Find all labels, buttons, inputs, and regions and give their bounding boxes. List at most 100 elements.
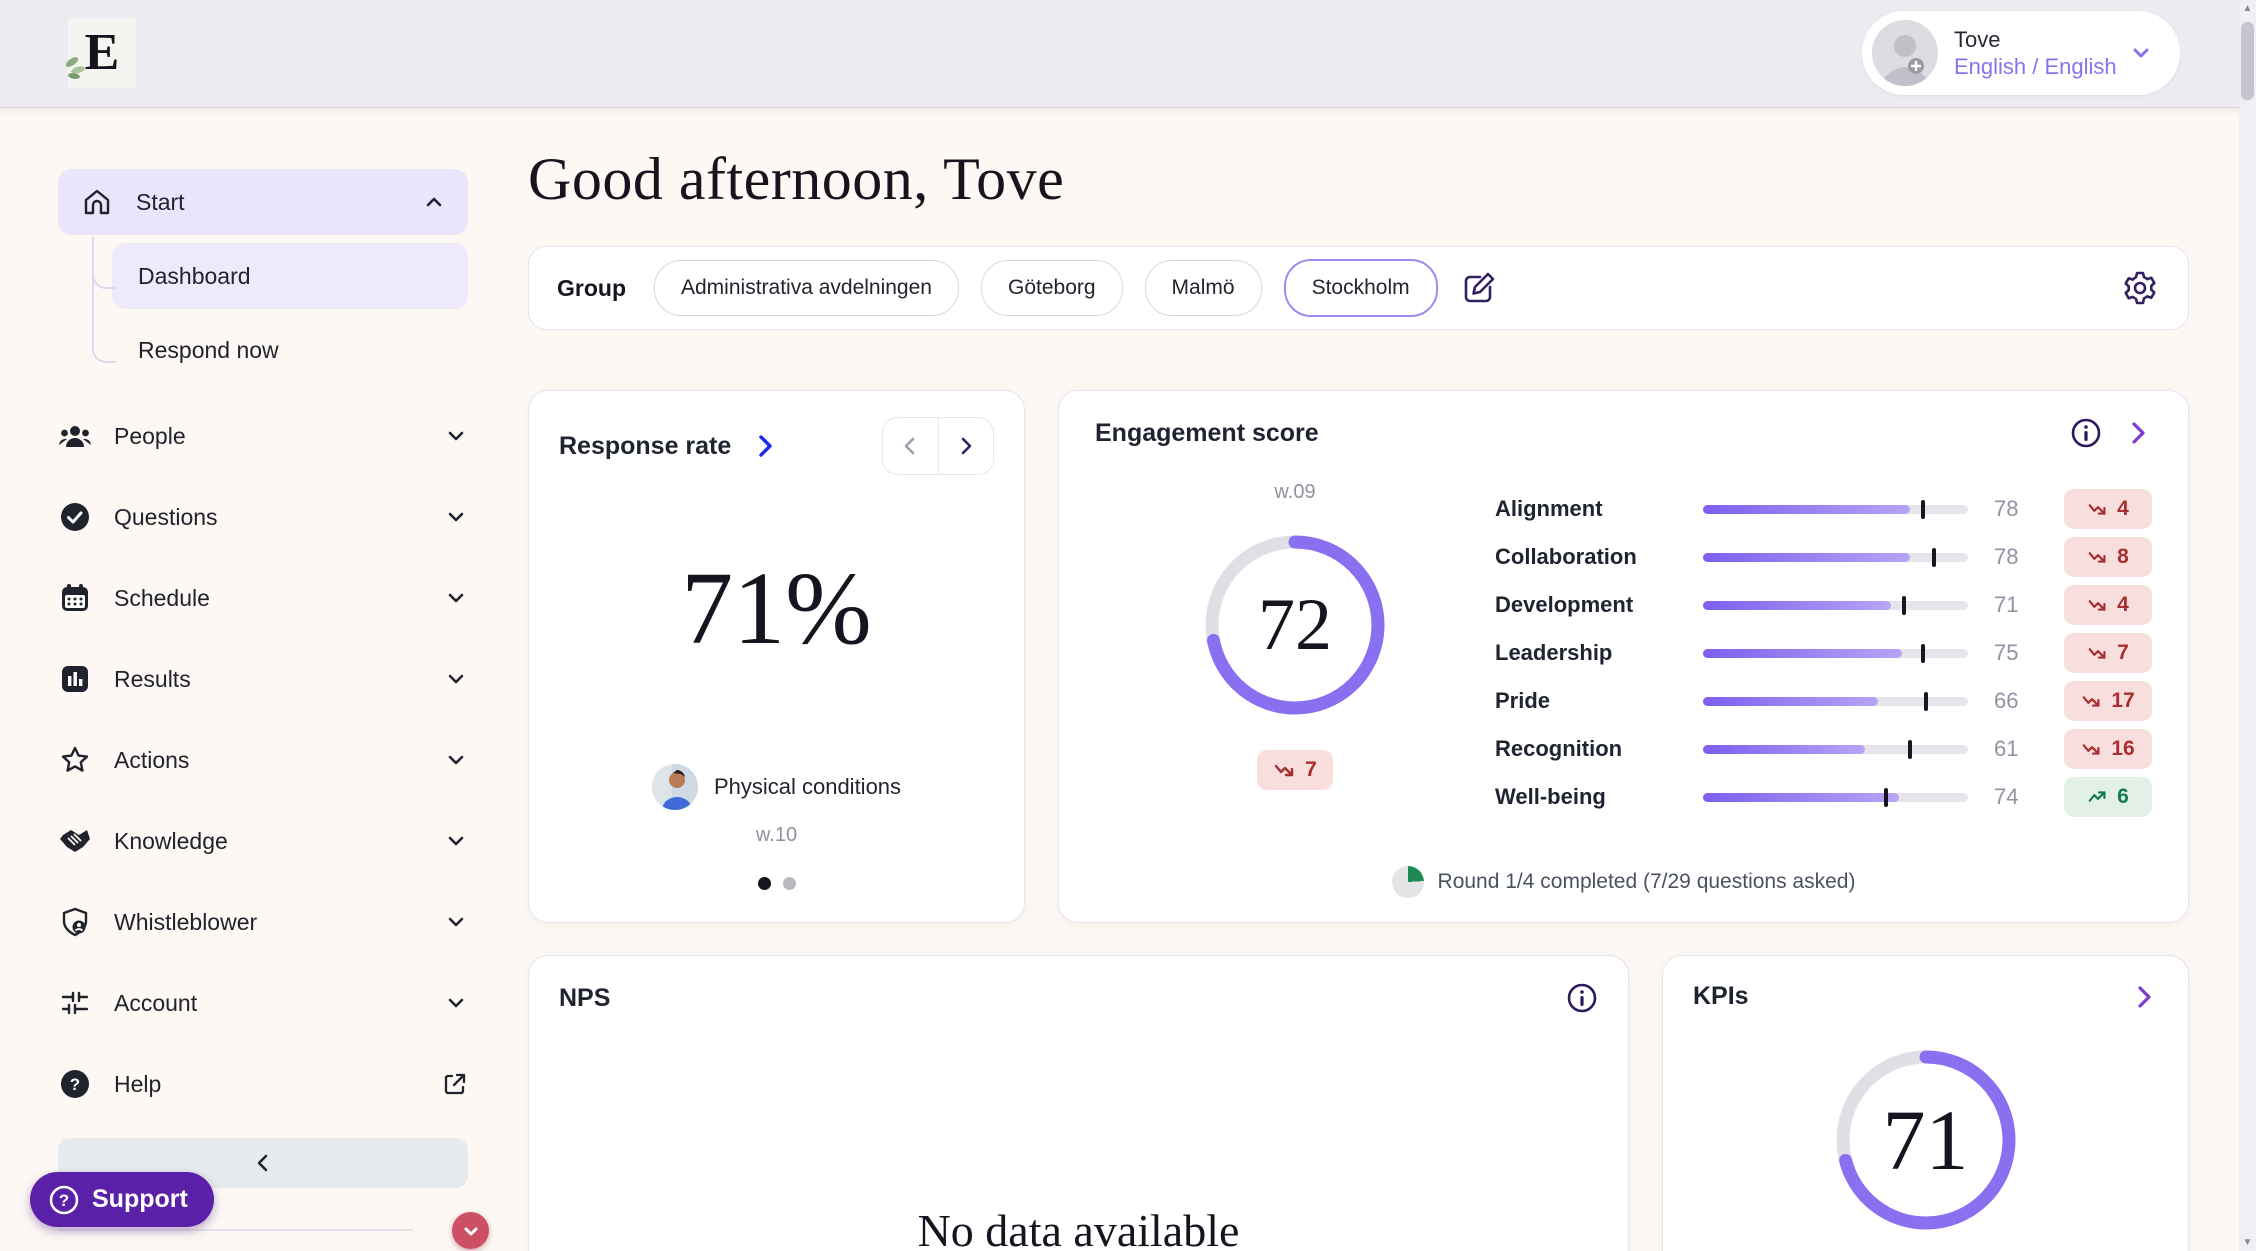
engagement-trend-value: 7	[1305, 758, 1317, 781]
scrollbar-up-arrow[interactable]: ▲	[2242, 3, 2253, 14]
sidebar-item-dashboard[interactable]: Dashboard	[112, 243, 468, 309]
engagement-trend-badge: 7	[1257, 750, 1333, 790]
round-progress-text: Round 1/4 completed (7/29 questions aske…	[1437, 870, 1856, 893]
sidebar-item-people[interactable]: People	[58, 411, 468, 461]
sidebar-item-label: Help	[114, 1070, 162, 1097]
sidebar-item-actions[interactable]: Actions	[58, 735, 468, 785]
metric-row-recognition: Recognition 61 16	[1495, 725, 2152, 773]
bar-chart-icon	[58, 664, 92, 694]
metric-bar	[1703, 787, 1968, 807]
metric-bar	[1703, 643, 1968, 663]
logo-letter: E	[84, 24, 120, 81]
group-chip-administrativa[interactable]: Administrativa avdelningen	[654, 260, 959, 316]
benchmark-tick-icon	[1920, 499, 1925, 519]
group-chip-goteborg[interactable]: Göteborg	[980, 260, 1123, 316]
nps-card: NPS No data available	[528, 955, 1629, 1251]
metric-value: 78	[1994, 496, 2019, 521]
metric-row-well-being: Well-being 74 6	[1495, 773, 2152, 821]
benchmark-tick-icon	[1923, 691, 1928, 711]
svg-text:?: ?	[70, 1075, 80, 1094]
sidebar-item-results[interactable]: Results	[58, 654, 468, 704]
sliders-icon	[58, 988, 92, 1018]
metric-trend-badge: 4	[2064, 585, 2152, 625]
support-button[interactable]: ? Support	[30, 1172, 214, 1227]
chevron-down-icon	[448, 998, 464, 1008]
metric-value: 74	[1994, 784, 2019, 809]
benchmark-tick-icon	[1907, 739, 1912, 759]
app-logo[interactable]: E	[65, 18, 136, 88]
survey-week: w.10	[755, 824, 798, 846]
engagement-score-value: 72	[1258, 583, 1332, 666]
group-filter-bar: Group Administrativa avdelningen Götebor…	[528, 246, 2189, 330]
sidebar-item-whistleblower[interactable]: Whistleblower	[58, 897, 468, 947]
group-chip-malmo[interactable]: Malmö	[1144, 260, 1262, 316]
metric-trend-badge: 16	[2064, 729, 2152, 769]
scroll-down-badge[interactable]	[452, 1212, 489, 1249]
sidebar-item-label: Start	[136, 188, 185, 215]
chevron-down-icon	[448, 836, 464, 846]
vertical-scrollbar[interactable]: ▲ ▼	[2239, 0, 2256, 1251]
survey-slide-title: Physical conditions	[713, 774, 902, 799]
people-icon	[58, 423, 92, 449]
sidebar-item-respond-now[interactable]: Respond now	[112, 325, 468, 375]
metric-bar	[1703, 739, 1968, 759]
top-bar: E Tove English / English	[0, 0, 2256, 108]
scrollbar-down-arrow[interactable]: ▼	[2242, 1237, 2253, 1248]
sidebar-item-questions[interactable]: Questions	[58, 492, 468, 542]
carousel-next-button[interactable]	[939, 418, 994, 474]
sidebar-item-label: People	[114, 422, 186, 449]
carousel-prev-button[interactable]	[883, 418, 939, 474]
pie-progress-icon	[1391, 866, 1424, 898]
sidebar-item-schedule[interactable]: Schedule	[58, 573, 468, 623]
metric-row-pride: Pride 66 17	[1495, 677, 2152, 725]
gear-icon	[2124, 271, 2156, 305]
chevron-down-icon	[464, 1227, 477, 1235]
response-rate-open-button[interactable]	[751, 432, 779, 460]
sidebar-divider	[58, 1229, 413, 1231]
group-chip-stockholm[interactable]: Stockholm	[1283, 259, 1438, 317]
nps-info-button[interactable]	[1566, 982, 1598, 1014]
kpi-score-value: 71	[1882, 1092, 1969, 1188]
chevron-right-icon	[759, 435, 772, 457]
scrollbar-thumb[interactable]	[2241, 22, 2254, 100]
sidebar-item-start[interactable]: Start	[58, 169, 468, 235]
metric-trend-badge: 4	[2064, 489, 2152, 529]
check-circle-icon	[58, 502, 92, 532]
engagement-week: w.09	[1274, 481, 1316, 503]
question-circle-icon: ?	[49, 1185, 79, 1214]
edit-groups-button[interactable]	[1460, 269, 1498, 307]
sidebar-item-label: Results	[114, 665, 191, 692]
metric-trend-badge: 7	[2064, 633, 2152, 673]
sidebar-start-subnav: Dashboard Respond now	[58, 237, 468, 375]
chevron-right-icon	[961, 437, 972, 455]
engagement-open-button[interactable]	[2124, 419, 2152, 447]
edit-pencil-icon	[1464, 272, 1494, 303]
dashboard-settings-button[interactable]	[2120, 268, 2160, 308]
sidebar-item-label: Knowledge	[114, 827, 228, 854]
metric-bar	[1703, 499, 1968, 519]
sidebar-item-help[interactable]: ? Help	[58, 1059, 468, 1109]
survey-avatar	[651, 764, 698, 810]
support-label: Support	[92, 1185, 188, 1213]
carousel-dot[interactable]	[782, 877, 796, 890]
sidebar-item-account[interactable]: Account	[58, 978, 468, 1028]
survey-slide: Physical conditions	[559, 764, 994, 810]
handshake-icon	[58, 827, 92, 855]
user-menu[interactable]: Tove English / English	[1862, 11, 2180, 95]
chevron-down-icon	[448, 917, 464, 927]
kpis-open-button[interactable]	[2130, 983, 2158, 1011]
page-title: Good afternoon, Tove	[528, 146, 1065, 212]
metric-label: Collaboration	[1495, 544, 1637, 569]
metric-value: 61	[1994, 736, 2019, 761]
engagement-info-button[interactable]	[2070, 417, 2102, 449]
metric-label: Development	[1495, 592, 1634, 617]
kpi-gauge: 71	[1831, 1045, 2021, 1235]
metric-row-alignment: Alignment 78 4	[1495, 485, 2152, 533]
response-rate-card: Response rate 71%	[528, 390, 1025, 923]
sidebar-item-label: Respond now	[138, 336, 279, 363]
chevron-down-icon	[2133, 48, 2149, 58]
carousel-dot[interactable]	[757, 877, 771, 890]
sidebar-item-knowledge[interactable]: Knowledge	[58, 816, 468, 866]
metric-value: 71	[1994, 592, 2019, 617]
